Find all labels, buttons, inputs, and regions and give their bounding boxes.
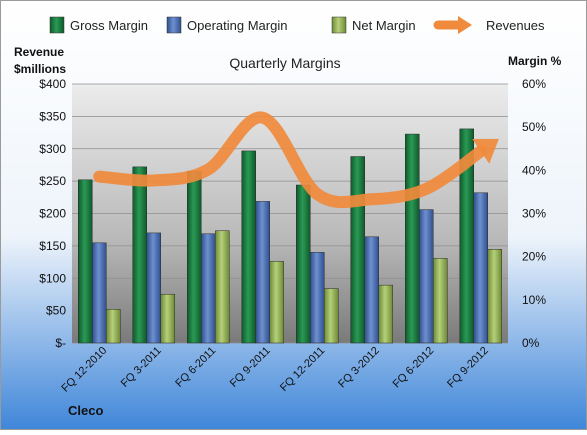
right-tick-label: 60% (522, 77, 546, 91)
net-margin-bar (379, 285, 393, 343)
operating-margin-bar (256, 201, 270, 343)
operating-margin-bar (92, 243, 106, 343)
gross-margin-bar (242, 151, 256, 343)
gross-margin-bar (78, 180, 92, 343)
legend-swatch (50, 17, 64, 33)
gross-margin-bar (296, 185, 310, 343)
right-tick-label: 50% (522, 120, 546, 134)
right-tick-label: 0% (522, 336, 540, 350)
gross-margin-bar (405, 134, 419, 343)
operating-margin-bar (474, 193, 488, 343)
right-tick-label: 40% (522, 163, 546, 177)
right-tick-label: 10% (522, 293, 546, 307)
net-margin-bar (488, 249, 502, 343)
net-margin-bar (161, 294, 175, 343)
operating-margin-bar (147, 233, 161, 343)
left-tick-label: $100 (39, 271, 66, 285)
left-tick-label: $- (55, 336, 66, 350)
net-margin-bar (106, 309, 120, 343)
left-tick-label: $50 (46, 304, 66, 318)
net-margin-bar (215, 231, 229, 343)
left-axis-label-line1: Revenue (14, 45, 64, 59)
net-margin-bar (433, 258, 447, 343)
operating-margin-bar (419, 210, 433, 343)
left-tick-label: $400 (39, 77, 66, 91)
right-tick-label: 20% (522, 250, 546, 264)
legend-label: Net Margin (352, 18, 416, 33)
legend-swatch (332, 17, 346, 33)
net-margin-bar (324, 289, 338, 343)
net-margin-bar (270, 261, 284, 343)
left-tick-label: $350 (39, 109, 66, 123)
left-tick-label: $200 (39, 207, 66, 221)
gross-margin-bar (351, 157, 365, 343)
legend-label: Revenues (486, 18, 545, 33)
legend-swatch (167, 17, 181, 33)
legend-label: Gross Margin (70, 18, 148, 33)
left-tick-label: $300 (39, 142, 66, 156)
operating-margin-bar (310, 252, 324, 343)
left-tick-label: $150 (39, 239, 66, 253)
chart-title: Quarterly Margins (229, 55, 340, 71)
operating-margin-bar (201, 234, 215, 343)
gross-margin-bar (133, 167, 147, 343)
company-label: Cleco (68, 403, 103, 418)
right-axis-label: Margin % (508, 54, 562, 68)
operating-margin-bar (365, 237, 379, 343)
legend-label: Operating Margin (187, 18, 287, 33)
gross-margin-bar (187, 171, 201, 343)
left-axis-label-line2: $millions (14, 62, 66, 76)
left-tick-label: $250 (39, 174, 66, 188)
right-tick-label: 30% (522, 207, 546, 221)
